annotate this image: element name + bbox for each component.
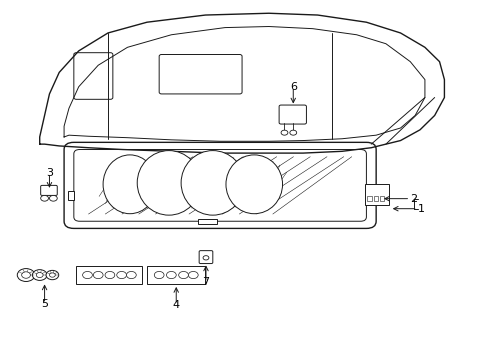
Bar <box>373 197 377 201</box>
FancyBboxPatch shape <box>279 105 306 124</box>
Ellipse shape <box>137 150 200 215</box>
Text: 2: 2 <box>409 194 417 204</box>
Circle shape <box>117 271 126 279</box>
Circle shape <box>17 269 35 282</box>
Circle shape <box>21 272 30 278</box>
Ellipse shape <box>181 150 244 215</box>
Text: 1: 1 <box>417 204 424 214</box>
Bar <box>366 197 371 201</box>
Circle shape <box>154 271 163 279</box>
Text: 4: 4 <box>172 300 180 310</box>
Circle shape <box>46 270 59 280</box>
Bar <box>379 197 384 201</box>
Text: 6: 6 <box>289 82 296 92</box>
Bar <box>198 220 216 224</box>
Ellipse shape <box>103 155 157 214</box>
Bar <box>365 184 388 205</box>
Circle shape <box>281 130 287 135</box>
Circle shape <box>178 271 188 279</box>
Circle shape <box>289 130 296 135</box>
Circle shape <box>203 256 208 260</box>
FancyBboxPatch shape <box>41 185 57 195</box>
Bar <box>147 266 205 284</box>
Bar <box>76 266 142 284</box>
Circle shape <box>82 271 92 279</box>
Circle shape <box>166 271 176 279</box>
Ellipse shape <box>225 155 282 214</box>
Text: 5: 5 <box>41 299 48 309</box>
Circle shape <box>49 273 55 277</box>
Circle shape <box>93 271 103 279</box>
Text: 3: 3 <box>46 168 53 178</box>
Circle shape <box>49 195 57 201</box>
Circle shape <box>188 271 198 279</box>
Circle shape <box>105 271 115 279</box>
FancyBboxPatch shape <box>199 251 212 264</box>
Circle shape <box>32 270 47 280</box>
Text: 7: 7 <box>202 277 209 287</box>
Circle shape <box>36 273 43 278</box>
Circle shape <box>126 271 136 279</box>
Circle shape <box>41 195 48 201</box>
Bar <box>68 191 74 200</box>
